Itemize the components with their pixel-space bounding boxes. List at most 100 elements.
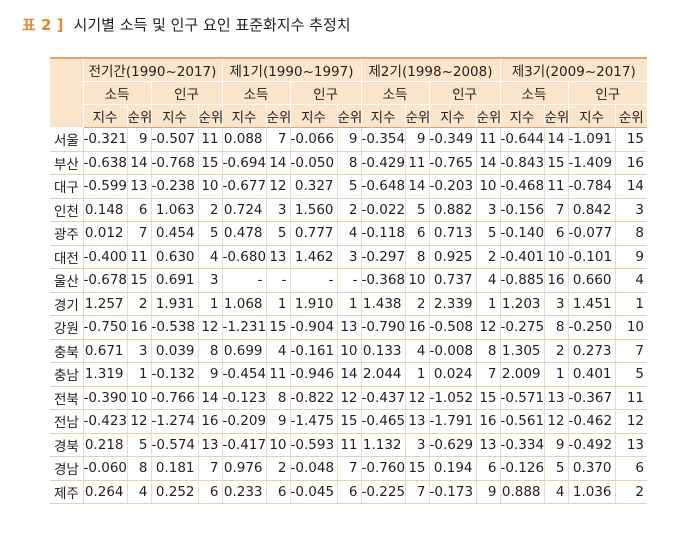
index-cell: -0.334	[499, 433, 545, 457]
index-cell: -0.050	[289, 151, 338, 175]
rank-cell: 12	[475, 315, 501, 340]
rank-cell: 7	[265, 127, 291, 152]
table-row: 부산 -0.638 14 -0.768 15 -0.694 14 -0.050 8 -0.429 1…	[50, 151, 648, 175]
region-cell: 인천	[50, 198, 83, 222]
rank-cell: 10	[336, 339, 362, 363]
rank-cell: 10	[197, 174, 223, 199]
rank-cell: 4	[475, 268, 501, 293]
index-cell: 1.319	[82, 362, 127, 387]
index-cell: 1.063	[150, 198, 198, 222]
index-cell: 0.088	[221, 127, 267, 152]
index-cell: 0.327	[289, 174, 338, 199]
rank-cell: 1	[475, 292, 501, 316]
rank-cell: 12	[404, 386, 430, 410]
rank-cell: 5	[475, 221, 501, 246]
rank-cell: 11	[543, 174, 569, 199]
rank-cell: 8	[543, 315, 569, 340]
index-cell: 0.724	[221, 198, 267, 222]
table-caption: 표 2 ] 시기별 소득 및 인구 요인 표준화지수 추정치	[22, 14, 351, 35]
region-cell: 광주	[50, 221, 83, 246]
region-cell: 대전	[50, 245, 83, 269]
rank-cell: 3	[197, 268, 223, 293]
rank-cell: 11	[614, 386, 648, 410]
index-cell: -0.354	[360, 127, 406, 152]
sub-header: 순위	[404, 104, 430, 128]
rank-cell: 16	[197, 409, 223, 434]
index-cell: -1.274	[150, 409, 198, 434]
table-header: 전기간(1990~2017) 제1기(1990~1997) 제2기(1998~2…	[50, 57, 648, 128]
rank-cell: 14	[543, 127, 569, 152]
index-cell: 1.931	[150, 292, 198, 316]
rank-cell: 8	[265, 386, 291, 410]
table-row: 광주 0.012 7 0.454 5 0.478 5 0.777 4 -0.118 6 0.713 5-…	[50, 221, 648, 246]
rank-cell: 4	[543, 480, 569, 504]
rank-cell: 16	[543, 268, 569, 293]
index-cell: -0.904	[289, 315, 338, 340]
rank-cell: 7	[475, 362, 501, 387]
rank-cell: 13	[126, 174, 151, 199]
rank-cell: 12	[197, 315, 223, 340]
index-cell: 0.264	[82, 480, 127, 504]
rank-cell: 12	[336, 386, 362, 410]
period-header-row: 전기간(1990~2017) 제1기(1990~1997) 제2기(1998~2…	[50, 57, 648, 128]
sub-header: 지수	[221, 104, 267, 128]
index-cell: 1.257	[82, 292, 127, 316]
rank-cell: 10	[404, 268, 430, 293]
rank-cell: 2	[543, 339, 569, 363]
index-cell: 0.252	[150, 480, 198, 504]
index-cell: 0.273	[567, 339, 616, 363]
index-cell: -0.768	[150, 151, 198, 175]
region-cell: 충북	[50, 339, 83, 363]
index-cell: -0.784	[567, 174, 616, 199]
rank-cell: 3	[475, 198, 501, 222]
index-cell: 0.024	[428, 362, 477, 387]
index-cell: -1.409	[567, 151, 616, 175]
index-cell: -0.766	[150, 386, 198, 410]
index-cell: 2.339	[428, 292, 477, 316]
table-row: 전북 -0.390 10 -0.766 14 -0.123 8 -0.822 12 -0.437 1…	[50, 386, 648, 410]
rank-cell: 9	[614, 245, 648, 269]
rank-cell: 2	[126, 292, 151, 316]
index-cell: -0.140	[499, 221, 545, 246]
index-cell: -0.173	[428, 480, 477, 504]
rank-cell: 3	[336, 245, 362, 269]
table-row: 충북 0.671 3 0.039 8 0.699 4 -0.161 10 0.133 4 -0.008…	[50, 339, 648, 363]
region-cell: 울산	[50, 268, 83, 293]
index-cell: -0.060	[82, 456, 127, 481]
rank-cell: 1	[197, 292, 223, 316]
rank-cell: 11	[404, 151, 430, 175]
rank-cell: 13	[404, 409, 430, 434]
factor-header: 소득	[499, 81, 569, 105]
rank-cell: 15	[404, 456, 430, 481]
rank-cell: 12	[126, 409, 151, 434]
rank-cell: 16	[614, 151, 648, 175]
index-cell: -1.791	[428, 409, 477, 434]
index-cell: -0.008	[428, 339, 477, 363]
rank-cell: -	[265, 268, 291, 293]
rank-cell: 1	[404, 362, 430, 387]
rank-cell: 3	[543, 292, 569, 316]
index-cell: 0.012	[82, 221, 127, 246]
index-cell: -0.368	[360, 268, 406, 293]
rank-cell: 12	[614, 409, 648, 434]
table-body: 서울 -0.321 9 -0.507 11 0.088 7 -0.066 9 -0.354 9 -0.…	[50, 127, 648, 504]
index-cell: -	[221, 268, 267, 293]
table-row: 대전 -0.400 11 0.630 4 -0.680 13 1.462 3 -0.297 8 0.9…	[50, 245, 648, 269]
sub-header: 지수	[567, 104, 616, 128]
rank-cell: 7	[543, 198, 569, 222]
index-cell: -1.052	[428, 386, 477, 410]
rank-cell: 6	[614, 456, 648, 481]
rank-cell: 4	[197, 245, 223, 269]
index-cell: 0.454	[150, 221, 198, 246]
factor-header: 인구	[428, 81, 501, 105]
index-cell: -0.644	[499, 127, 545, 152]
period-header: 전기간(1990~2017)	[82, 57, 223, 82]
index-cell: 0.777	[289, 221, 338, 246]
index-cell: -0.465	[360, 409, 406, 434]
rank-cell: 13	[543, 386, 569, 410]
index-cell: -0.946	[289, 362, 338, 387]
index-cell: -0.454	[221, 362, 267, 387]
index-cell: 0.842	[567, 198, 616, 222]
rank-cell: 15	[197, 151, 223, 175]
region-cell: 경남	[50, 456, 83, 481]
